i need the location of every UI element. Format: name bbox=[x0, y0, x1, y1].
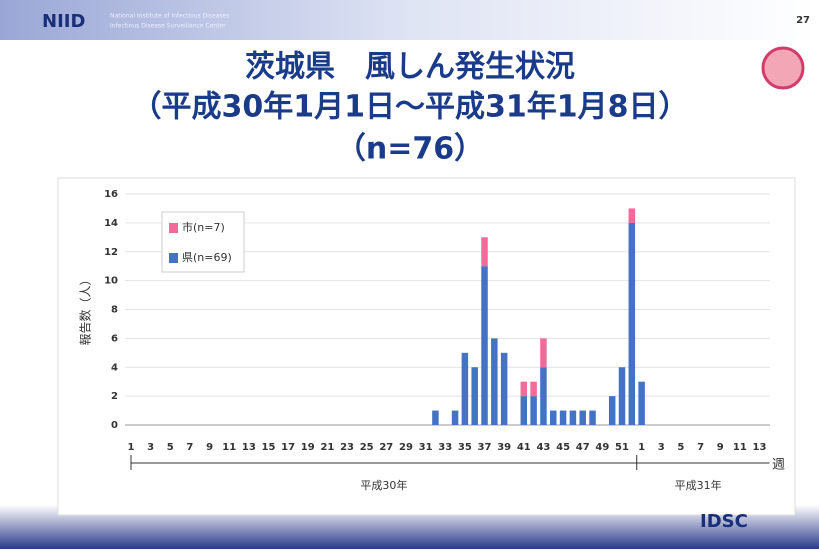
page-number: 27 bbox=[796, 15, 810, 26]
x-tick-label: 13 bbox=[242, 442, 256, 453]
x-tick-label: 39 bbox=[497, 442, 511, 453]
y-tick-label: 0 bbox=[111, 420, 118, 431]
x-tick-label: 11 bbox=[222, 442, 236, 453]
title: （平成30年1月1日～平成31年1月8日） bbox=[132, 90, 689, 125]
x-tick-label: 17 bbox=[281, 442, 295, 453]
x-tick-label: 1 bbox=[638, 442, 645, 453]
bar bbox=[618, 367, 626, 425]
legend-swatch bbox=[169, 253, 178, 263]
y-tick-label: 2 bbox=[111, 391, 118, 402]
bar bbox=[491, 338, 498, 425]
bar bbox=[481, 266, 488, 425]
bar bbox=[481, 237, 488, 267]
x-tick-label: 31 bbox=[419, 442, 433, 453]
y-axis-label: 報告数（人） bbox=[78, 273, 93, 345]
legend-label: 市(n=7) bbox=[182, 220, 225, 234]
bar bbox=[589, 410, 596, 425]
x-tick-label: 37 bbox=[478, 442, 492, 453]
y-tick-label: 14 bbox=[104, 218, 118, 229]
x-tick-label: 47 bbox=[576, 442, 590, 453]
x-tick-label: 25 bbox=[360, 442, 374, 453]
x-tick-label: 7 bbox=[697, 442, 704, 453]
x-tick-label: 27 bbox=[379, 442, 393, 453]
x-tick-label: 5 bbox=[677, 442, 684, 453]
y-tick-label: 8 bbox=[111, 305, 118, 316]
y-tick-label: 10 bbox=[104, 276, 118, 287]
x-tick-label: 41 bbox=[517, 442, 531, 453]
bar bbox=[550, 410, 557, 425]
y-tick-label: 4 bbox=[111, 362, 118, 373]
x-tick-label: 3 bbox=[147, 442, 154, 453]
y-tick-label: 16 bbox=[104, 189, 118, 200]
x-tick-label: 45 bbox=[556, 442, 570, 453]
legend-label: 県(n=69) bbox=[182, 251, 232, 264]
x-tick-label: 49 bbox=[595, 442, 609, 453]
org-name: National Institute of Infectious Disease… bbox=[110, 13, 229, 20]
x-tick-label: 23 bbox=[340, 442, 354, 453]
x-tick-label: 43 bbox=[536, 442, 550, 453]
x-tick-label: 51 bbox=[615, 442, 629, 453]
x-tick-label: 15 bbox=[262, 442, 276, 453]
x-tick-label: 33 bbox=[438, 442, 452, 453]
x-tick-label: 11 bbox=[733, 442, 747, 453]
x-tick-label: 19 bbox=[301, 442, 315, 453]
bar bbox=[559, 410, 567, 425]
header-band bbox=[0, 0, 819, 40]
title: （n=76） bbox=[336, 132, 484, 167]
bar bbox=[638, 381, 645, 425]
x-tick-label: 9 bbox=[717, 442, 724, 453]
bar bbox=[471, 367, 478, 425]
x-tick-label: 7 bbox=[186, 442, 193, 453]
title: 茨城県 風しん発生状況 bbox=[245, 50, 575, 85]
x-tick-label: 13 bbox=[753, 442, 767, 453]
bar bbox=[520, 381, 528, 397]
bar bbox=[608, 396, 616, 425]
x-tick-label: 29 bbox=[399, 442, 413, 453]
bar bbox=[579, 410, 586, 425]
x-axis-label: 週 bbox=[772, 458, 785, 473]
x-tick-label: 1 bbox=[128, 442, 135, 453]
bar bbox=[432, 410, 439, 425]
footer-logo: IDSC bbox=[700, 511, 748, 532]
x-tick-label: 9 bbox=[206, 442, 213, 453]
bar bbox=[540, 367, 547, 425]
x-tick-label: 3 bbox=[658, 442, 665, 453]
bar bbox=[451, 410, 459, 425]
x-tick-label: 21 bbox=[320, 442, 334, 453]
bar bbox=[540, 338, 547, 368]
bar bbox=[569, 410, 577, 425]
bar bbox=[628, 208, 636, 223]
x-tick-label: 5 bbox=[167, 442, 174, 453]
bar bbox=[520, 396, 528, 425]
bar bbox=[628, 222, 636, 425]
bar bbox=[530, 396, 537, 425]
x-tick-label: 35 bbox=[458, 442, 472, 453]
y-tick-label: 6 bbox=[111, 333, 118, 344]
group-label: 平成31年 bbox=[675, 478, 722, 492]
org-name: Infectious Disease Surveillance Center bbox=[110, 23, 226, 30]
bar bbox=[500, 352, 508, 425]
group-label: 平成30年 bbox=[360, 478, 407, 492]
bar bbox=[530, 381, 537, 397]
logo: NIID bbox=[42, 11, 85, 32]
bar bbox=[461, 352, 469, 425]
mascot-icon bbox=[761, 46, 805, 90]
y-tick-label: 12 bbox=[104, 247, 118, 258]
legend-swatch bbox=[169, 223, 178, 233]
